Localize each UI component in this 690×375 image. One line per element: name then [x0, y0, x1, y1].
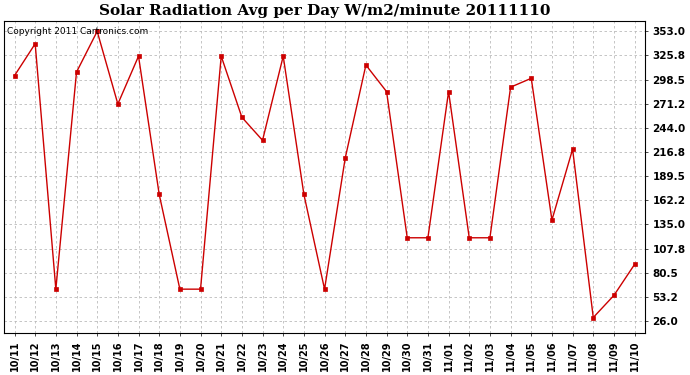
- Title: Solar Radiation Avg per Day W/m2/minute 20111110: Solar Radiation Avg per Day W/m2/minute …: [99, 4, 551, 18]
- Text: Copyright 2011 Cartronics.com: Copyright 2011 Cartronics.com: [8, 27, 148, 36]
